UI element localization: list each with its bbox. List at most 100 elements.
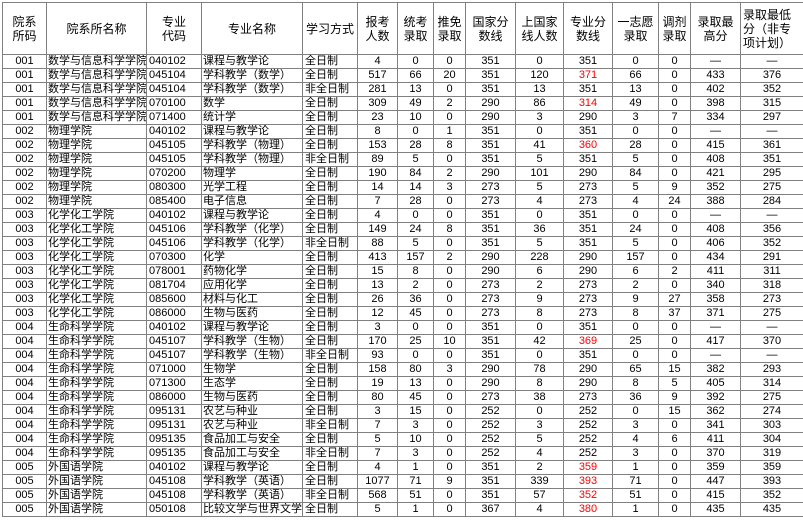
cell-r32-c11: 1 (612, 502, 659, 517)
cell-r12-c12: 0 (658, 222, 691, 237)
cell-r3-c1: 数学与信息科学学院 (46, 96, 147, 111)
cell-r24-c5: 80 (357, 390, 398, 405)
cell-r13-c7: 0 (433, 236, 466, 251)
cell-r22-c14: 293 (740, 362, 803, 377)
cell-r30-c5: 1077 (357, 474, 398, 489)
cell-r17-c7: 0 (433, 292, 466, 307)
cell-r15-c10: 290 (563, 264, 613, 279)
cell-r31-c6: 51 (397, 488, 434, 503)
cell-r14-c14: 291 (740, 250, 803, 265)
cell-r31-c13: 415 (690, 488, 741, 503)
cell-r9-c6: 14 (397, 180, 434, 195)
cell-r14-c8: 290 (465, 250, 516, 265)
cell-r25-c4: 全日制 (302, 404, 358, 419)
table-row: 004 生命科学学院 071000 生物学 全日制 158 80 3 290 78 290 65 15 3… (2, 362, 803, 377)
cell-r30-c12: 0 (658, 474, 691, 489)
cell-r2-c10: 351 (563, 82, 613, 97)
cell-r14-c12: 0 (658, 250, 691, 265)
cell-r0-c5: 4 (357, 54, 398, 69)
cell-r4-c11: 3 (612, 110, 659, 125)
cell-r28-c2: 095135 (146, 446, 202, 461)
cell-r21-c13: — (690, 348, 741, 363)
table-row: 005 外国语学院 045108 学科教学（英语） 非全日制 568 51 0 351 57 352… (2, 488, 803, 503)
cell-r26-c2: 095131 (146, 418, 202, 433)
cell-r25-c13: 362 (690, 404, 741, 419)
table-row: 003 化学化工学院 078001 药物化学 全日制 15 8 0 290 6 290 6 2 411 31… (2, 264, 803, 279)
cell-r27-c7: 0 (433, 432, 466, 447)
cell-r5-c10: 351 (563, 124, 613, 139)
cell-r20-c8: 351 (465, 334, 516, 349)
cell-r12-c13: 408 (690, 222, 741, 237)
cell-r9-c11: 5 (612, 180, 659, 195)
cell-r3-c12: 0 (658, 96, 691, 111)
cell-r3-c14: 315 (740, 96, 803, 111)
cell-r5-c7: 1 (433, 124, 466, 139)
cell-r29-c2: 040102 (146, 460, 202, 475)
table-row: 003 化学化工学院 081704 应用化学 全日制 13 2 0 273 2 273 2 0 340 31… (2, 278, 803, 293)
cell-r32-c7: 0 (433, 502, 466, 517)
table-row: 003 化学化工学院 045106 学科教学（化学） 全日制 149 24 8 351 36 351… (2, 222, 803, 237)
cell-r25-c10: 252 (563, 404, 613, 419)
cell-r18-c4: 全日制 (302, 306, 358, 321)
cell-r18-c1: 化学化工学院 (46, 306, 147, 321)
cell-r31-c3: 学科教学（英语） (201, 488, 303, 503)
cell-r1-c5: 517 (357, 68, 398, 83)
cell-r3-c3: 数学 (201, 96, 303, 111)
cell-r23-c0: 004 (2, 376, 47, 391)
table-row: 003 化学化工学院 045106 学科教学（化学） 非全日制 88 5 0 351 5 351 5 0… (2, 236, 803, 251)
cell-r9-c8: 273 (465, 180, 516, 195)
cell-r7-c8: 351 (465, 152, 516, 167)
cell-r23-c1: 生命科学学院 (46, 376, 147, 391)
cell-r30-c7: 9 (433, 474, 466, 489)
cell-r4-c14: 297 (740, 110, 803, 125)
cell-r26-c9: 3 (515, 418, 564, 433)
cell-r13-c2: 045106 (146, 236, 202, 251)
cell-r21-c4: 非全日制 (302, 348, 358, 363)
cell-r12-c11: 24 (612, 222, 659, 237)
cell-r9-c0: 002 (2, 180, 47, 195)
cell-r30-c8: 351 (465, 474, 516, 489)
cell-r21-c8: 351 (465, 348, 516, 363)
cell-r5-c12: 0 (658, 124, 691, 139)
cell-r17-c11: 9 (612, 292, 659, 307)
cell-r28-c9: 4 (515, 446, 564, 461)
cell-r18-c7: 0 (433, 306, 466, 321)
cell-r8-c3: 物理学 (201, 166, 303, 181)
cell-r24-c2: 086000 (146, 390, 202, 405)
cell-r13-c14: 352 (740, 236, 803, 251)
cell-r0-c10: 351 (563, 54, 613, 69)
cell-r20-c4: 全日制 (302, 334, 358, 349)
cell-r1-c12: 0 (658, 68, 691, 83)
cell-r9-c2: 080300 (146, 180, 202, 195)
cell-r20-c7: 10 (433, 334, 466, 349)
cell-r31-c1: 外国语学院 (46, 488, 147, 503)
cell-r28-c13: 370 (690, 446, 741, 461)
cell-r4-c13: 334 (690, 110, 741, 125)
cell-r29-c8: 351 (465, 460, 516, 475)
cell-r23-c8: 290 (465, 376, 516, 391)
cell-r5-c9: 0 (515, 124, 564, 139)
cell-r30-c13: 447 (690, 474, 741, 489)
cell-r12-c2: 045106 (146, 222, 202, 237)
cell-r15-c6: 8 (397, 264, 434, 279)
cell-r28-c1: 生命科学学院 (46, 446, 147, 461)
cell-r3-c8: 290 (465, 96, 516, 111)
cell-r29-c11: 1 (612, 460, 659, 475)
cell-r24-c4: 全日制 (302, 390, 358, 405)
cell-r28-c4: 非全日制 (302, 446, 358, 461)
cell-r16-c10: 273 (563, 278, 613, 293)
cell-r16-c13: 340 (690, 278, 741, 293)
cell-r18-c13: 371 (690, 306, 741, 321)
cell-r15-c2: 078001 (146, 264, 202, 279)
cell-r0-c0: 001 (2, 54, 47, 69)
cell-r8-c4: 全日制 (302, 166, 358, 181)
cell-r23-c11: 8 (612, 376, 659, 391)
cell-r31-c12: 0 (658, 488, 691, 503)
cell-r28-c12: 0 (658, 446, 691, 461)
cell-r12-c14: 356 (740, 222, 803, 237)
cell-r0-c14: — (740, 54, 803, 69)
cell-r0-c1: 数学与信息科学学院 (46, 54, 147, 69)
cell-r2-c14: 352 (740, 82, 803, 97)
column-header-6: 统考 录取 (397, 2, 434, 55)
cell-r31-c11: 51 (612, 488, 659, 503)
